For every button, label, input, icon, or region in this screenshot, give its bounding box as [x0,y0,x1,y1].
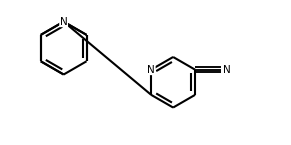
Text: N: N [147,65,155,75]
Text: N: N [223,65,231,75]
Text: N: N [60,17,68,27]
